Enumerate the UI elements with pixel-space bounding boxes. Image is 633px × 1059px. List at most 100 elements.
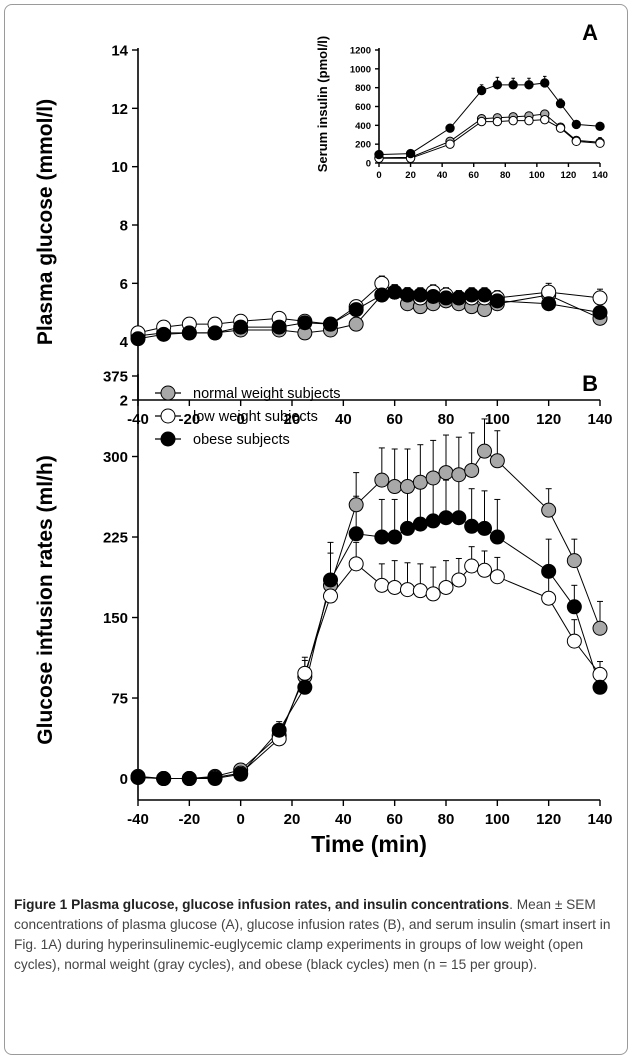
x-tick-label-b: -20	[178, 811, 200, 828]
data-point-a-obese	[541, 296, 557, 312]
x-tick-label-b: 140	[587, 811, 612, 828]
data-point-a-inset-low	[508, 115, 518, 126]
legend-marker-obese	[160, 431, 176, 447]
y-tick-label-a-inset: 600	[355, 102, 371, 113]
data-point-b-obese	[477, 520, 492, 536]
panel-letter-a: A	[582, 20, 598, 45]
data-point-b-low	[348, 556, 364, 572]
data-point-a-low	[592, 290, 608, 306]
data-point-a-inset-low	[524, 115, 534, 126]
legend-marker-low	[160, 408, 176, 424]
x-tick-label-a-inset: 40	[437, 170, 448, 181]
y-tick-label-a-inset: 800	[355, 83, 371, 94]
series-line-a-normal	[137, 291, 601, 337]
data-point-b-low	[592, 666, 608, 682]
data-point-a-inset-low	[445, 139, 455, 149]
y-tick-label-b: 75	[111, 691, 128, 708]
legend-label-normal: normal weight subjects	[193, 386, 341, 402]
data-point-b-obese	[271, 722, 287, 738]
data-point-a-normal	[348, 316, 364, 332]
series-line-a-obese	[137, 291, 601, 340]
data-point-a-inset-obese	[540, 78, 550, 88]
data-point-a-inset-obese	[571, 119, 582, 130]
y-tick-label-a: 4	[120, 334, 129, 351]
data-point-a-obese	[477, 287, 492, 303]
x-tick-label-b: 20	[284, 811, 301, 828]
x-tick-label-a-inset: 0	[376, 170, 381, 181]
caption-body: . Mean ± SEM concentrations of plasma gl…	[14, 897, 611, 972]
x-tick-label-a-inset: 140	[592, 170, 608, 181]
data-point-b-normal	[412, 474, 428, 490]
data-point-a-inset-obese	[508, 80, 518, 90]
data-point-a-inset-obese	[524, 80, 534, 90]
x-tick-label-a: 120	[536, 411, 561, 428]
data-point-a-inset-obese	[405, 148, 416, 159]
data-point-b-obese	[489, 529, 505, 545]
data-point-b-normal	[451, 467, 467, 483]
x-tick-label-a: 80	[438, 411, 455, 428]
x-tick-label-a-inset: 60	[468, 170, 479, 181]
x-tick-label-a: 20	[284, 411, 301, 428]
data-point-b-normal	[464, 462, 480, 478]
series-line-b-low	[137, 563, 601, 780]
legend-marker-normal	[160, 385, 176, 401]
y-axis-label-a-inset: Serum insulin (pmol/l)	[315, 36, 330, 173]
y-tick-label-b: 300	[103, 449, 128, 466]
data-point-a-obese	[271, 319, 287, 335]
data-point-b-obese	[374, 529, 390, 545]
y-tick-label-a-inset: 0	[366, 159, 371, 170]
data-point-b-low	[297, 665, 313, 681]
data-point-b-obese	[541, 563, 557, 579]
y-tick-label-b: 0	[120, 771, 128, 788]
data-point-b-low	[489, 569, 505, 585]
data-point-b-low	[477, 562, 492, 578]
data-point-b-normal	[541, 502, 557, 518]
data-point-b-obese	[412, 516, 428, 532]
x-tick-label-a-inset: 80	[500, 170, 511, 181]
y-tick-label-a: 2	[120, 393, 128, 410]
y-tick-label-a: 14	[111, 43, 128, 60]
data-point-b-normal	[592, 620, 608, 636]
data-point-a-obese	[489, 293, 505, 309]
data-point-a-inset-obese	[555, 98, 566, 109]
series-line-a-low	[137, 282, 601, 334]
data-point-b-normal	[387, 479, 403, 495]
y-tick-label-b: 225	[103, 530, 128, 547]
figure-chart: 2 4 6 8 10 12 14 -40 -20 0 20 40 60 80 100 120 140 Plasma…	[34, 20, 613, 857]
data-point-a-obese	[412, 287, 428, 303]
y-tick-label-a-inset: 400	[355, 121, 371, 132]
data-point-b-low	[451, 572, 467, 588]
data-point-a-obese	[156, 326, 172, 342]
data-point-b-obese	[464, 518, 480, 534]
y-tick-label-a: 12	[111, 101, 128, 118]
data-point-a-obese	[438, 290, 454, 306]
y-tick-label-b: 375	[103, 369, 128, 386]
data-point-a-obese	[207, 325, 223, 341]
x-tick-label-a-inset: 20	[405, 170, 416, 181]
data-point-a-obese	[451, 290, 467, 306]
legend-label-low: low weight subjects	[193, 409, 318, 425]
data-point-b-obese	[297, 679, 313, 695]
data-point-b-low	[387, 579, 403, 595]
data-point-b-low	[412, 583, 428, 599]
series-line-b-normal	[137, 450, 601, 780]
data-point-a-inset-low	[595, 138, 605, 148]
data-point-a-inset-obese	[476, 85, 487, 96]
data-point-b-obese	[130, 769, 146, 785]
data-point-b-obese	[400, 520, 415, 536]
data-point-b-normal	[425, 470, 441, 486]
data-point-b-obese	[425, 513, 441, 529]
legend-label-obese: obese subjects	[193, 432, 290, 448]
x-tick-label-a-inset: 120	[560, 170, 576, 181]
data-point-a-obese	[400, 287, 415, 303]
data-point-b-low	[323, 588, 338, 604]
data-point-a-inset-low	[571, 136, 582, 147]
data-point-b-low	[438, 579, 454, 595]
x-tick-label-a: 100	[485, 411, 510, 428]
x-tick-label-a: -20	[178, 411, 200, 428]
y-tick-label-a-inset: 200	[355, 140, 371, 151]
data-point-a-inset-low	[492, 116, 503, 127]
data-point-b-normal	[489, 453, 505, 469]
data-point-a-obese	[233, 319, 249, 335]
data-point-b-obese	[451, 510, 467, 526]
